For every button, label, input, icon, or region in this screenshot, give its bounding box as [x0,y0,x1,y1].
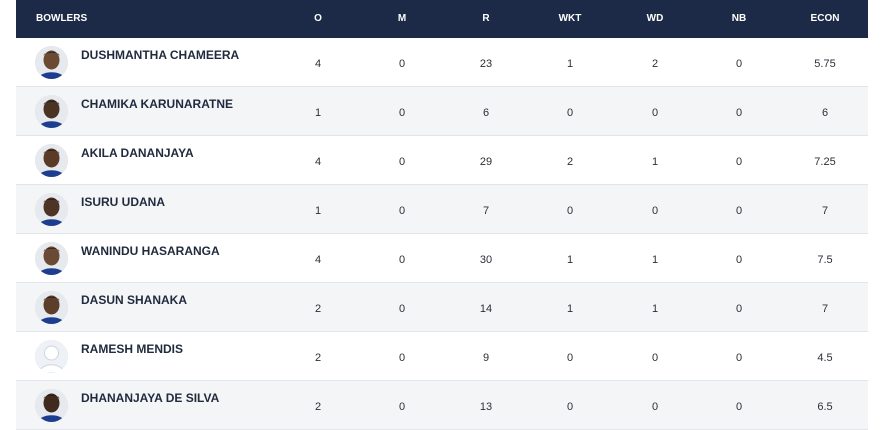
bowler-name[interactable]: AKILA DANANJAYA [81,146,194,160]
table-row[interactable]: CHAMIKA KARUNARATNE 1 0 6 0 0 0 6 [16,87,868,136]
economy-value: 5.75 [814,58,836,70]
maidens-value: 0 [398,352,406,364]
overs-value: 2 [314,352,322,364]
wides-value: 0 [651,401,659,413]
table-row[interactable]: RAMESH MENDIS 2 0 9 0 0 0 4.5 [16,332,868,381]
runs-value: 9 [482,352,490,364]
header-bowlers[interactable]: BOWLERS [36,13,88,24]
player-avatar [35,95,68,128]
header-maidens[interactable]: M [397,13,407,24]
no-balls-value: 0 [735,107,743,119]
table-row[interactable]: DUSHMANTHA CHAMEERA 4 0 23 1 2 0 5.75 [16,38,868,87]
bowler-name[interactable]: CHAMIKA KARUNARATNE [81,97,233,111]
maidens-value: 0 [398,156,406,168]
header-wides[interactable]: WD [646,13,664,24]
no-balls-value: 0 [735,156,743,168]
player-avatar [35,144,68,177]
bowler-name[interactable]: DASUN SHANAKA [81,293,188,307]
overs-value: 1 [314,107,322,119]
header-overs[interactable]: O [314,13,322,24]
wides-value: 1 [651,156,659,168]
table-header: BOWLERS O M R WKT WD NB ECON [16,0,868,38]
wides-value: 1 [651,254,659,266]
wickets-value: 2 [566,156,574,168]
wickets-value: 1 [566,58,574,70]
wides-value: 0 [651,352,659,364]
maidens-value: 0 [398,254,406,266]
player-avatar [35,242,68,275]
runs-value: 13 [479,401,493,413]
wides-value: 2 [651,58,659,70]
table-body: DUSHMANTHA CHAMEERA 4 0 23 1 2 0 5.75 CHAMIKA KA… [16,38,868,430]
player-avatar [35,193,68,226]
maidens-value: 0 [398,58,406,70]
overs-value: 4 [314,156,322,168]
no-balls-value: 0 [735,352,743,364]
runs-value: 6 [482,107,490,119]
economy-value: 4.5 [817,352,833,364]
overs-value: 2 [314,303,322,315]
bowler-name[interactable]: WANINDU HASARANGA [81,244,220,258]
wides-value: 0 [651,107,659,119]
no-balls-value: 0 [735,254,743,266]
placeholder-avatar-icon [35,340,68,373]
no-balls-value: 0 [735,401,743,413]
table-row[interactable]: DHANANJAYA DE SILVA 2 0 13 0 0 0 6.5 [16,381,868,430]
wickets-value: 1 [566,303,574,315]
overs-value: 2 [314,401,322,413]
player-avatar [35,46,68,79]
wides-value: 0 [651,205,659,217]
header-wickets[interactable]: WKT [558,13,582,24]
table-row[interactable]: WANINDU HASARANGA 4 0 30 1 1 0 7.5 [16,234,868,283]
bowler-name[interactable]: DUSHMANTHA CHAMEERA [81,48,240,62]
no-balls-value: 0 [735,205,743,217]
no-balls-value: 0 [735,58,743,70]
header-economy[interactable]: ECON [810,13,840,24]
runs-value: 14 [479,303,493,315]
overs-value: 4 [314,58,322,70]
table-row[interactable]: AKILA DANANJAYA 4 0 29 2 1 0 7.25 [16,136,868,185]
overs-value: 4 [314,254,322,266]
bowling-scorecard-table: BOWLERS O M R WKT WD NB ECON DUSHMANTHA … [16,0,868,430]
table-row[interactable]: DASUN SHANAKA 2 0 14 1 1 0 7 [16,283,868,332]
player-avatar [35,291,68,324]
header-no-balls[interactable]: NB [731,13,747,24]
wickets-value: 1 [566,254,574,266]
bowler-name[interactable]: RAMESH MENDIS [81,342,184,356]
runs-value: 23 [479,58,493,70]
maidens-value: 0 [398,401,406,413]
header-runs[interactable]: R [482,13,490,24]
wickets-value: 0 [566,401,574,413]
table-row[interactable]: ISURU UDANA 1 0 7 0 0 0 7 [16,185,868,234]
economy-value: 6 [821,107,829,119]
maidens-value: 0 [398,107,406,119]
wickets-value: 0 [566,352,574,364]
wickets-value: 0 [566,205,574,217]
economy-value: 7 [821,303,829,315]
bowler-name[interactable]: DHANANJAYA DE SILVA [81,391,220,405]
player-avatar [35,389,68,422]
runs-value: 30 [479,254,493,266]
economy-value: 7.25 [814,156,836,168]
wides-value: 1 [651,303,659,315]
runs-value: 7 [482,205,490,217]
economy-value: 6.5 [817,401,833,413]
maidens-value: 0 [398,205,406,217]
economy-value: 7 [821,205,829,217]
overs-value: 1 [314,205,322,217]
economy-value: 7.5 [817,254,833,266]
bowler-name[interactable]: ISURU UDANA [81,195,165,209]
wickets-value: 0 [566,107,574,119]
runs-value: 29 [479,156,493,168]
no-balls-value: 0 [735,303,743,315]
maidens-value: 0 [398,303,406,315]
